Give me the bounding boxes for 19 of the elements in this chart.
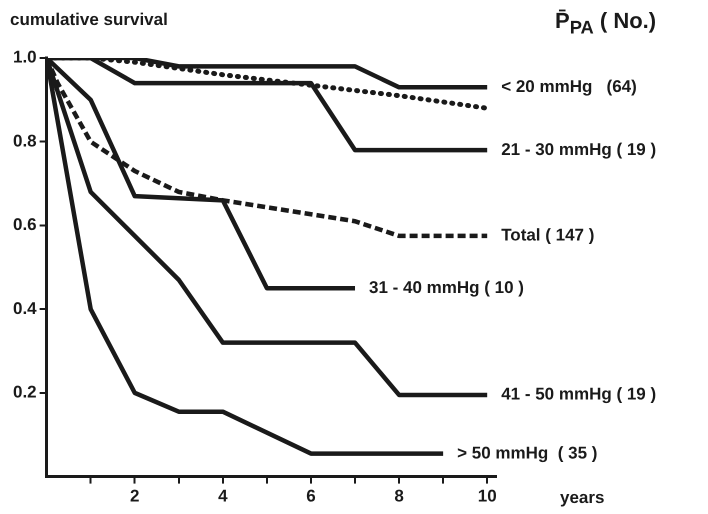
x-tick-label: 2 [130,486,140,506]
x-tick-label: 4 [218,486,228,506]
y-tick-label: 0.2 [12,382,37,402]
series-label: > 50 mmHg ( 35 ) [457,443,598,462]
y-tick-label: 0.6 [12,215,37,234]
legend-title: P̄$_{PA}$ ( No.) [555,8,656,38]
x-tick-label: 6 [306,486,316,506]
series-label: < 20 mmHg (64) [501,76,637,96]
y-tick-label: 0.4 [12,298,38,318]
y-tick-label: 1.0 [12,48,37,67]
series-label: 31 - 40 mmHg ( 10 ) [369,278,524,297]
x-axis-title: years [560,488,604,508]
x-tick-label: 8 [394,486,404,506]
series-label: 21 - 30 mmHg ( 19 ) [501,140,656,159]
y-axis-title: cumulative survival [10,10,168,30]
series-label: 41 - 50 mmHg ( 19 ) [501,384,656,404]
y-tick-label: 0.8 [12,131,37,150]
series-label: Total ( 147 ) [501,226,594,245]
x-tick-label: 10 [478,486,497,506]
